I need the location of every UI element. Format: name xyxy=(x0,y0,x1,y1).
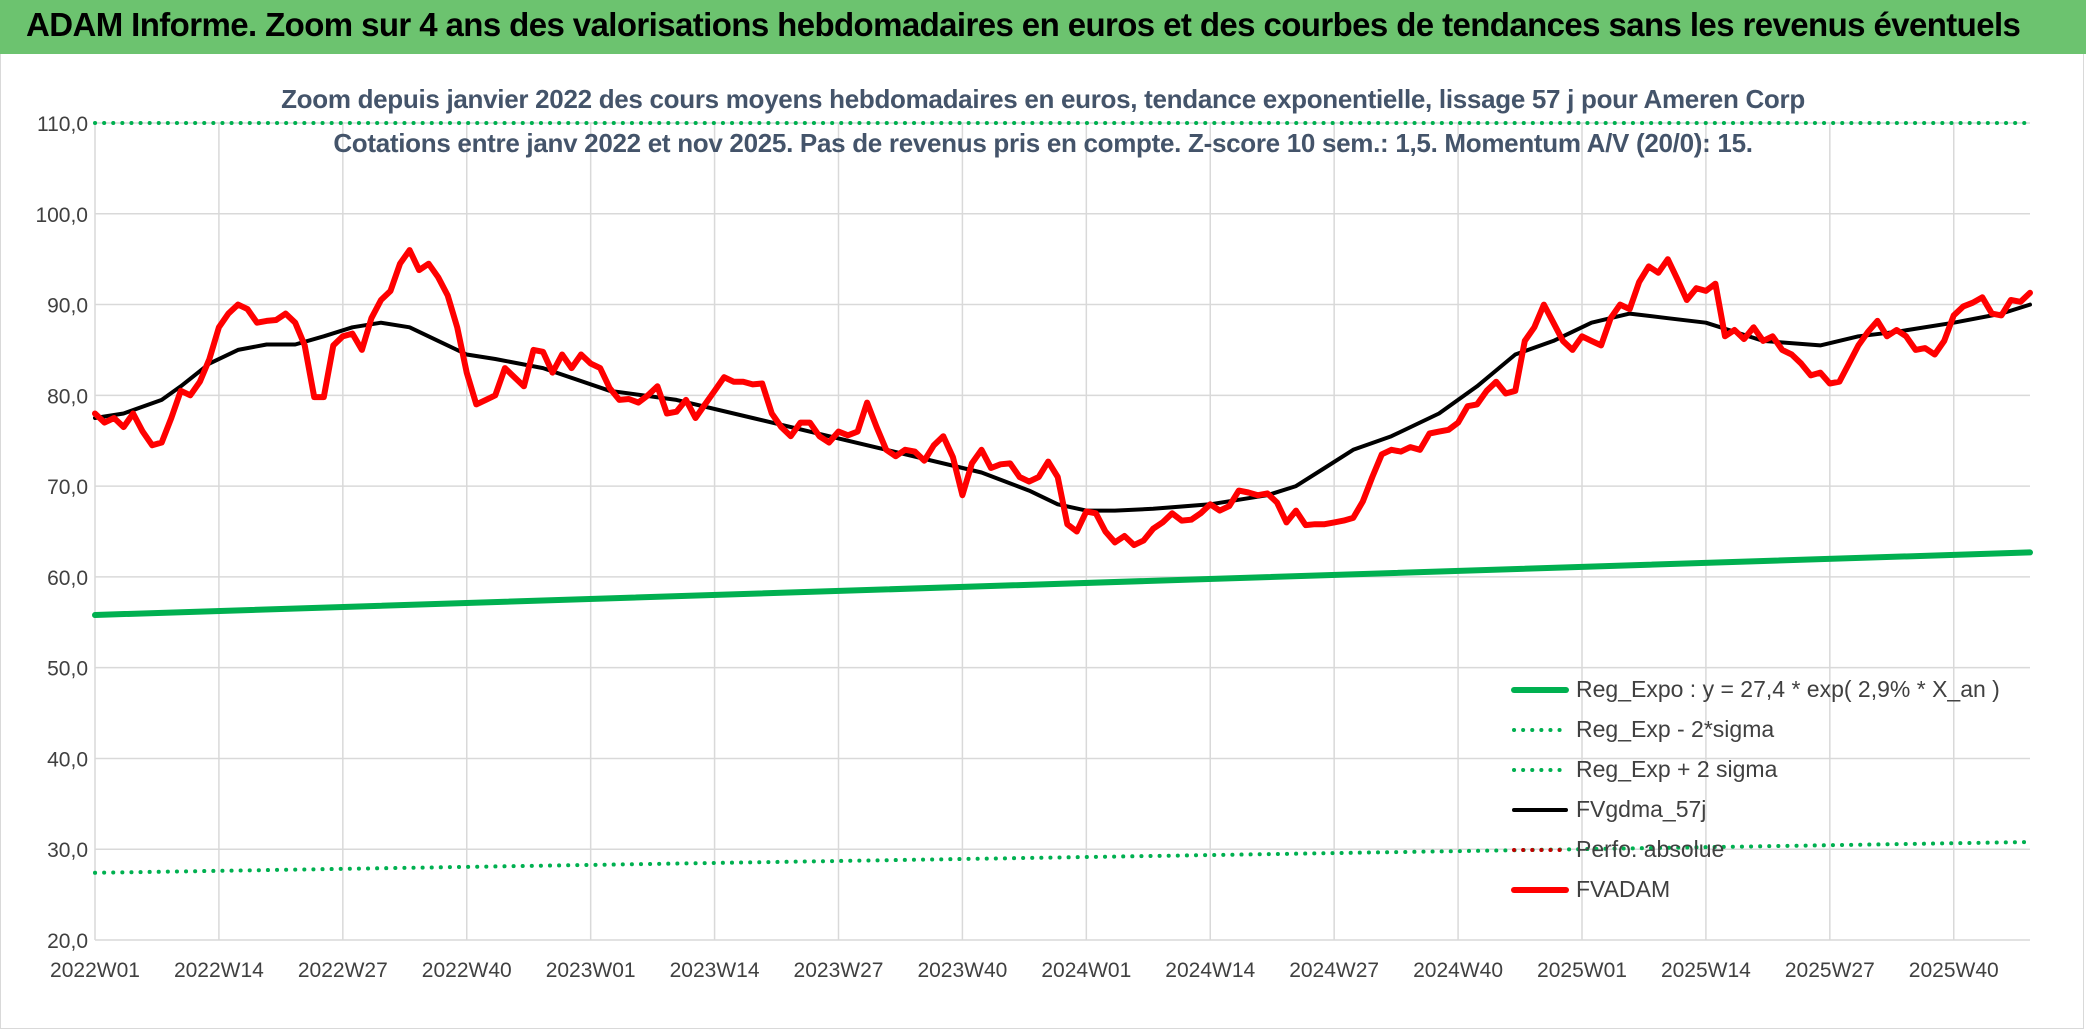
fvadam-line xyxy=(92,247,2033,549)
x-tick-label: 2024W14 xyxy=(1165,959,1255,982)
y-tick-label: 80,0 xyxy=(47,385,88,408)
x-tick-label: 2024W40 xyxy=(1413,959,1503,982)
y-tick-label: 100,0 xyxy=(35,204,88,227)
x-tick-label: 2023W27 xyxy=(794,959,884,982)
y-tick-label: 60,0 xyxy=(47,567,88,590)
y-tick-label: 30,0 xyxy=(47,839,88,862)
legend-label: Reg_Exp - 2*sigma xyxy=(1576,716,1775,742)
legend-item: Perfo. absolue xyxy=(1510,836,2010,866)
x-tick-label: 2023W40 xyxy=(917,959,1007,982)
legend-item: FVgdma_57j xyxy=(1510,796,2010,826)
legend-label: FVgdma_57j xyxy=(1576,796,1707,822)
x-tick-label: 2022W01 xyxy=(50,959,140,982)
y-tick-label: 110,0 xyxy=(37,113,88,136)
legend-item: FVADAM xyxy=(1510,876,2010,906)
report-banner-title: ADAM Informe. Zoom sur 4 ans des valoris… xyxy=(26,6,2021,43)
x-tick-label: 2024W01 xyxy=(1041,959,1131,982)
x-tick-label: 2025W40 xyxy=(1909,959,1999,982)
report-banner: ADAM Informe. Zoom sur 4 ans des valoris… xyxy=(0,0,2086,54)
y-tick-label: 40,0 xyxy=(47,748,88,771)
chart-subtitle: Cotations entre janv 2022 et nov 2025. P… xyxy=(333,128,1753,158)
x-tick-label: 2022W40 xyxy=(422,959,512,982)
y-tick-label: 90,0 xyxy=(47,295,88,318)
legend-item: Reg_Exp - 2*sigma xyxy=(1510,716,2010,746)
chart-frame xyxy=(0,54,2084,1029)
y-tick-label: 20,0 xyxy=(47,930,88,953)
legend-label: Perfo. absolue xyxy=(1576,836,1725,862)
x-tick-label: 2025W01 xyxy=(1537,959,1627,982)
legend-item: Reg_Expo : y = 27,4 * exp( 2,9% * X_an ) xyxy=(1510,676,2010,706)
regression-line xyxy=(92,549,2033,618)
x-tick-label: 2023W01 xyxy=(546,959,636,982)
lower-band-line xyxy=(93,840,2032,875)
x-tick-label: 2022W14 xyxy=(174,959,264,982)
y-tick-label: 70,0 xyxy=(47,476,88,499)
x-tick-label: 2022W27 xyxy=(298,959,388,982)
legend-swatch xyxy=(1512,728,1568,732)
x-tick-label: 2024W27 xyxy=(1289,959,1379,982)
x-tick-label: 2025W14 xyxy=(1661,959,1751,982)
legend-label: Reg_Exp + 2 sigma xyxy=(1576,756,1778,782)
legend-swatch xyxy=(1512,768,1568,772)
legend-label: Reg_Expo : y = 27,4 * exp( 2,9% * X_an ) xyxy=(1576,676,2000,702)
legend-swatch xyxy=(1512,808,1568,812)
legend-label: FVADAM xyxy=(1576,876,1671,902)
y-tick-label: 50,0 xyxy=(47,658,88,681)
x-tick-label: 2025W27 xyxy=(1785,959,1875,982)
legend-swatch xyxy=(1511,887,1569,893)
moving-average-line xyxy=(93,302,2032,513)
legend-item: Reg_Exp + 2 sigma xyxy=(1510,756,2010,786)
x-tick-label: 2023W14 xyxy=(670,959,760,982)
legend-swatch xyxy=(1511,687,1569,693)
legend-swatch xyxy=(1512,848,1568,852)
chart-title: Zoom depuis janvier 2022 des cours moyen… xyxy=(281,84,1805,114)
